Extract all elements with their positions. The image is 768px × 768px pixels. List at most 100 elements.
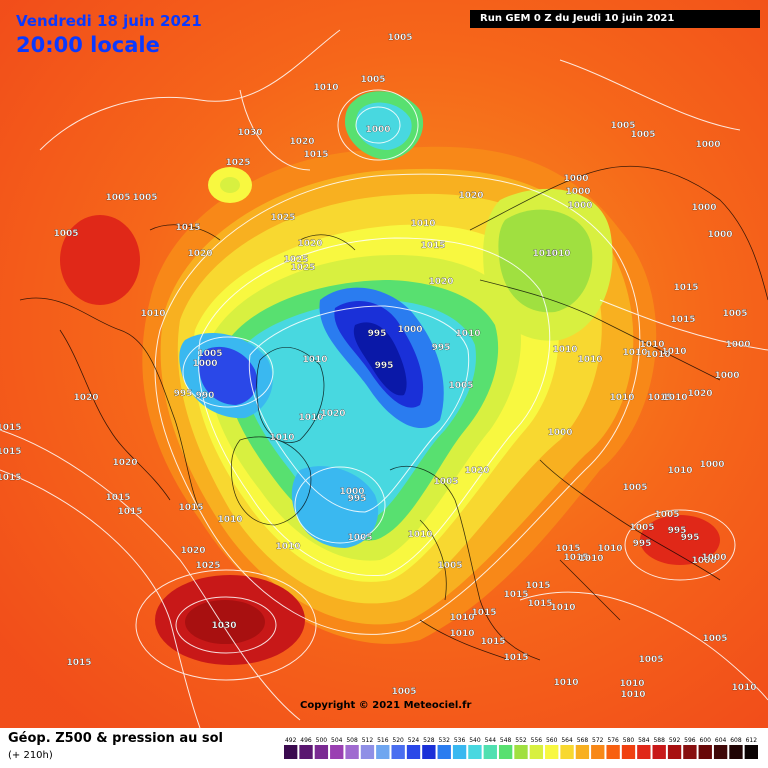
- legend-value: 500: [316, 737, 328, 744]
- legend-value: 576: [607, 737, 619, 744]
- pressure-label: 1010: [313, 83, 338, 93]
- legend-value: 592: [669, 737, 681, 744]
- copyright-text: Copyright © 2021 Meteociel.fr: [300, 700, 472, 711]
- pressure-label: 1015: [66, 658, 91, 668]
- pressure-label: 1020: [320, 409, 345, 419]
- pressure-label: 1010: [645, 350, 670, 360]
- legend-swatch: [729, 745, 743, 759]
- legend-swatch: [529, 745, 544, 759]
- pressure-label: 1010: [553, 678, 578, 688]
- legend-value: 496: [300, 737, 312, 744]
- legend-value: 504: [331, 737, 343, 744]
- pressure-label: 1005: [638, 655, 663, 665]
- pressure-label: 1005: [722, 309, 747, 319]
- pressure-label: 1015: [0, 423, 22, 433]
- legend-swatch: [514, 745, 528, 759]
- pressure-label: 1025: [225, 158, 250, 168]
- pressure-label: 1025: [270, 213, 295, 223]
- coastlines: [19, 165, 768, 661]
- pressure-label: 1010: [532, 249, 557, 259]
- pressure-label: 1015: [503, 653, 528, 663]
- legend-swatch: [591, 745, 605, 759]
- legend-swatch: [406, 745, 421, 759]
- pressure-label: 1010: [298, 413, 323, 423]
- pressure-label: 1000: [695, 140, 720, 150]
- pressure-label: 1010: [269, 433, 294, 443]
- legend-swatch: [498, 745, 513, 759]
- pressure-label: 1010: [577, 355, 602, 365]
- pressure-label: 1020: [464, 466, 489, 476]
- map-footer: Géop. Z500 & pression au sol (+ 210h) 49…: [0, 728, 768, 768]
- pressure-label: 1015: [0, 473, 22, 483]
- legend-value: 612: [746, 737, 758, 744]
- legend-swatch: [713, 745, 728, 759]
- pressure-label: 995: [368, 329, 387, 339]
- legend-value: 600: [700, 737, 712, 744]
- pressure-label: 1015: [563, 553, 588, 563]
- pressure-label: 1005: [629, 523, 654, 533]
- pressure-label: 1000: [691, 203, 716, 213]
- pressure-label: 990: [196, 391, 215, 401]
- legend-value: 492: [285, 737, 297, 744]
- pressure-label: 1015: [471, 608, 496, 618]
- pressure-label: 1005: [610, 121, 635, 131]
- legend-value: 540: [469, 737, 481, 744]
- pressure-label: 1020: [289, 137, 314, 147]
- pressure-label: 1015: [647, 393, 672, 403]
- legend-value: 572: [592, 737, 604, 744]
- legend-value: 508: [346, 737, 358, 744]
- pressure-label: 1020: [297, 239, 322, 249]
- pressure-label: 1005: [702, 634, 727, 644]
- pressure-label: 1010: [550, 603, 575, 613]
- pressure-label: 1010: [619, 679, 644, 689]
- pressure-label: 1015: [117, 507, 142, 517]
- pressure-label: 1005: [105, 193, 130, 203]
- pressure-label: 1020: [73, 393, 98, 403]
- pressure-label: 1000: [714, 371, 739, 381]
- pressure-label: 995: [633, 539, 652, 549]
- pressure-label: 1015: [0, 447, 22, 457]
- pressure-label: 1005: [132, 193, 157, 203]
- pressure-label: 1000: [563, 174, 588, 184]
- legend-swatch: [314, 745, 329, 759]
- pressure-label: 1010: [217, 515, 242, 525]
- forecast-date: Vendredi 18 juin 2021: [16, 12, 202, 30]
- pressure-label: 1000: [699, 460, 724, 470]
- pressure-label: 1000: [707, 230, 732, 240]
- geopotential-fill: [60, 91, 720, 665]
- pressure-label: 1010: [545, 249, 570, 259]
- pressure-label: 1015: [670, 315, 695, 325]
- pressure-label: 1015: [175, 223, 200, 233]
- pressure-label: 1020: [687, 389, 712, 399]
- legend-value: 552: [515, 737, 527, 744]
- pressure-label: 1005: [448, 381, 473, 391]
- legend-swatch: [575, 745, 590, 759]
- pressure-label: 1015: [420, 241, 445, 251]
- pressure-label: 1000: [691, 556, 716, 566]
- pressure-label: 1010: [620, 690, 645, 700]
- pressure-label: 1015: [178, 503, 203, 513]
- legend-value: 556: [531, 737, 543, 744]
- pressure-label: 1030: [211, 621, 236, 631]
- pressure-label: 1010: [410, 219, 435, 229]
- pressure-label: 1030: [237, 128, 262, 138]
- pressure-label: 1015: [503, 590, 528, 600]
- pressure-label: 1005: [437, 561, 462, 571]
- legend-swatch: [637, 745, 651, 759]
- legend-swatch: [330, 745, 344, 759]
- pressure-label: 1015: [303, 150, 328, 160]
- isobars: [0, 29, 768, 728]
- pressure-label: 1010: [639, 340, 664, 350]
- legend-swatch: [391, 745, 405, 759]
- pressure-label: 1005: [347, 533, 372, 543]
- pressure-label: 1005: [630, 130, 655, 140]
- pressure-label: 1010: [609, 393, 634, 403]
- legend-value: 516: [377, 737, 389, 744]
- legend-swatch: [360, 745, 375, 759]
- pressure-label: 1005: [433, 477, 458, 487]
- pressure-label: 1015: [525, 581, 550, 591]
- legend-value: 560: [546, 737, 558, 744]
- pressure-label: 1005: [654, 510, 679, 520]
- pressure-label: 995: [375, 361, 394, 371]
- pressure-label: 1010: [731, 683, 756, 693]
